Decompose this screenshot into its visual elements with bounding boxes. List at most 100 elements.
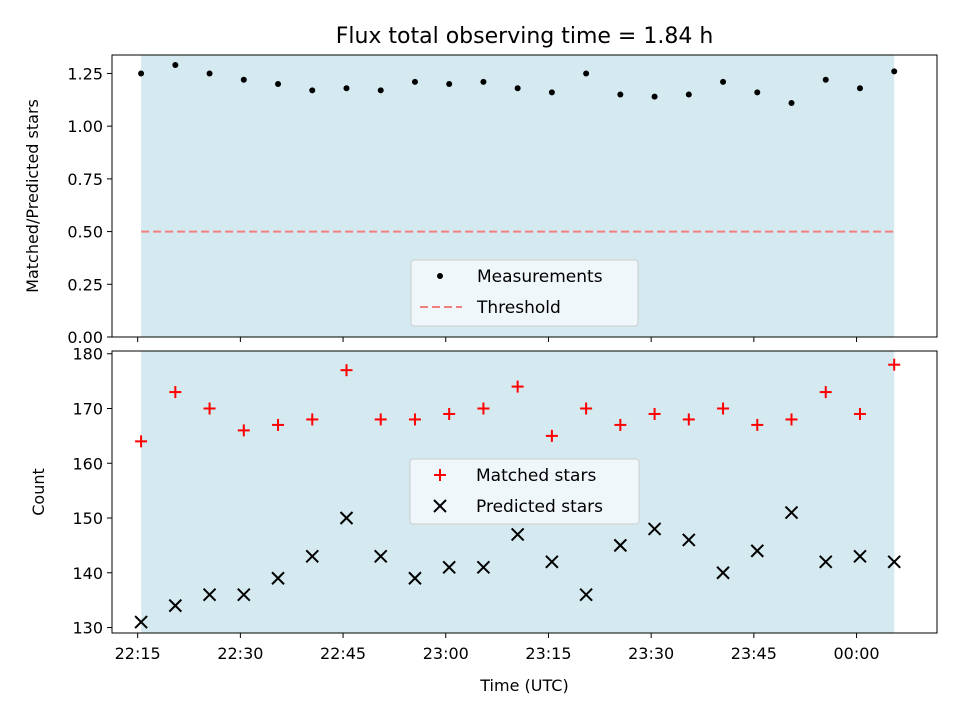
- top-axes-frame: [111, 54, 938, 338]
- matched-star-point: [272, 418, 285, 431]
- measurement-point: [754, 89, 761, 96]
- top-y-tick-label: 0.75: [67, 170, 103, 189]
- predicted-star-point: [339, 511, 354, 525]
- matched-star-point: [135, 435, 148, 448]
- matched-star-point: [477, 402, 490, 415]
- measurement-point: [720, 78, 727, 85]
- bottom-y-tick-label: 160: [72, 454, 103, 473]
- bottom-y-tick-label: 130: [72, 619, 103, 638]
- x-tick-label: 22:30: [217, 644, 263, 663]
- legend-threshold-label: Threshold: [476, 298, 561, 318]
- bottom-legend-box: [409, 458, 640, 525]
- measurement-point: [651, 93, 658, 100]
- top-panel: 0.00 0.25 0.50 0.75 1.00 1.25 Flux total obse…: [23, 24, 938, 347]
- predicted-star-point: [442, 560, 456, 574]
- predicted-star-point: [682, 533, 696, 547]
- measurement-point: [685, 91, 692, 98]
- measurement-point: [891, 68, 898, 75]
- matched-star-point: [614, 418, 627, 431]
- measurement-point: [411, 78, 418, 85]
- matched-star-point: [408, 413, 421, 426]
- x-tick-label: 22:45: [320, 644, 366, 663]
- legend-matched-marker: [434, 469, 446, 481]
- bottom-y-tick-label: 150: [72, 509, 103, 528]
- matched-star-point: [580, 402, 593, 415]
- measurement-point: [377, 87, 384, 94]
- matched-star-point: [785, 413, 798, 426]
- predicted-star-point: [647, 522, 662, 536]
- top-y-tick-label: 1.00: [67, 117, 103, 136]
- bottom-axes-frame: [111, 350, 938, 634]
- measurement-point: [788, 99, 795, 106]
- matched-star-point: [443, 407, 456, 420]
- measurement-point: [138, 70, 145, 77]
- matched-star-point: [203, 402, 216, 415]
- legend-measurements-label: Measurements: [477, 267, 603, 287]
- bottom-y-axis-label: Count: [29, 468, 48, 516]
- x-tick-label: 23:00: [423, 644, 469, 663]
- predicted-star-point: [613, 538, 628, 553]
- measurement-point: [548, 89, 555, 96]
- predicted-star-point: [237, 587, 251, 602]
- predicted-star-point: [784, 505, 799, 520]
- bottom-y-tick-label: 140: [72, 564, 103, 583]
- x-tick-label: 23:30: [628, 644, 674, 663]
- legend-predicted-marker: [433, 499, 447, 513]
- matched-star-point: [819, 386, 832, 399]
- predicted-star-point: [476, 560, 491, 574]
- x-tick-label: 23:15: [525, 644, 571, 663]
- top-y-tick-label: 0.50: [67, 223, 103, 242]
- matched-star-point: [306, 413, 319, 426]
- predicted-star-point: [887, 555, 901, 569]
- matched-star-point: [237, 424, 250, 437]
- predicted-star-point: [545, 555, 559, 569]
- measurement-point: [343, 85, 350, 92]
- legend-matched-label: Matched stars: [476, 466, 596, 486]
- predicted-star-point: [510, 527, 525, 542]
- predicted-star-point: [579, 587, 593, 602]
- measurement-point: [275, 80, 282, 87]
- measurement-point: [514, 85, 521, 92]
- predicted-star-point: [374, 549, 388, 564]
- measurement-point: [583, 70, 590, 77]
- matched-star-point: [751, 418, 764, 431]
- predicted-star-point: [408, 571, 422, 585]
- predicted-star-point: [819, 555, 833, 569]
- measurement-point: [617, 91, 624, 98]
- top-legend: Measurements Threshold: [410, 259, 639, 327]
- matched-star-point: [648, 407, 661, 420]
- measurement-point: [206, 70, 213, 77]
- x-tick-label: 00:00: [833, 644, 879, 663]
- matched-star-point: [717, 402, 730, 415]
- top-legend-box: [410, 259, 639, 327]
- predicted-star-point: [134, 615, 148, 629]
- predicted-star-point: [168, 598, 183, 613]
- matched-star-point: [853, 407, 866, 420]
- x-tick-label: 23:45: [731, 644, 777, 663]
- matched-star-point: [511, 380, 524, 393]
- measurement-point: [480, 78, 487, 85]
- top-y-tick-label: 0.00: [67, 328, 103, 347]
- measurement-point: [822, 76, 829, 83]
- top-y-axis-label: Matched/Predicted stars: [23, 99, 42, 293]
- bottom-y-tick-label: 180: [72, 345, 103, 364]
- x-tick-label: 22:15: [115, 644, 161, 663]
- x-axis-label: Time (UTC): [479, 676, 568, 695]
- predicted-star-point: [716, 566, 730, 580]
- top-y-tick-label: 0.25: [67, 275, 103, 294]
- predicted-star-point: [305, 549, 319, 564]
- predicted-star-point: [750, 544, 764, 558]
- measurement-point: [172, 62, 179, 69]
- bottom-y-tick-label: 170: [72, 399, 103, 418]
- matched-star-point: [340, 364, 353, 377]
- matched-star-point: [682, 413, 695, 426]
- legend-measurements-marker: [437, 273, 443, 279]
- predicted-star-point: [853, 549, 867, 564]
- matched-star-point: [169, 386, 182, 399]
- matched-star-point: [374, 413, 387, 426]
- bottom-panel: 130 140 150 160 170 180 22:15 22:30 22:45 23:00 2…: [29, 345, 938, 695]
- top-y-tick-label: 1.25: [67, 64, 103, 83]
- predicted-star-point: [271, 571, 285, 585]
- measurement-point: [309, 87, 316, 94]
